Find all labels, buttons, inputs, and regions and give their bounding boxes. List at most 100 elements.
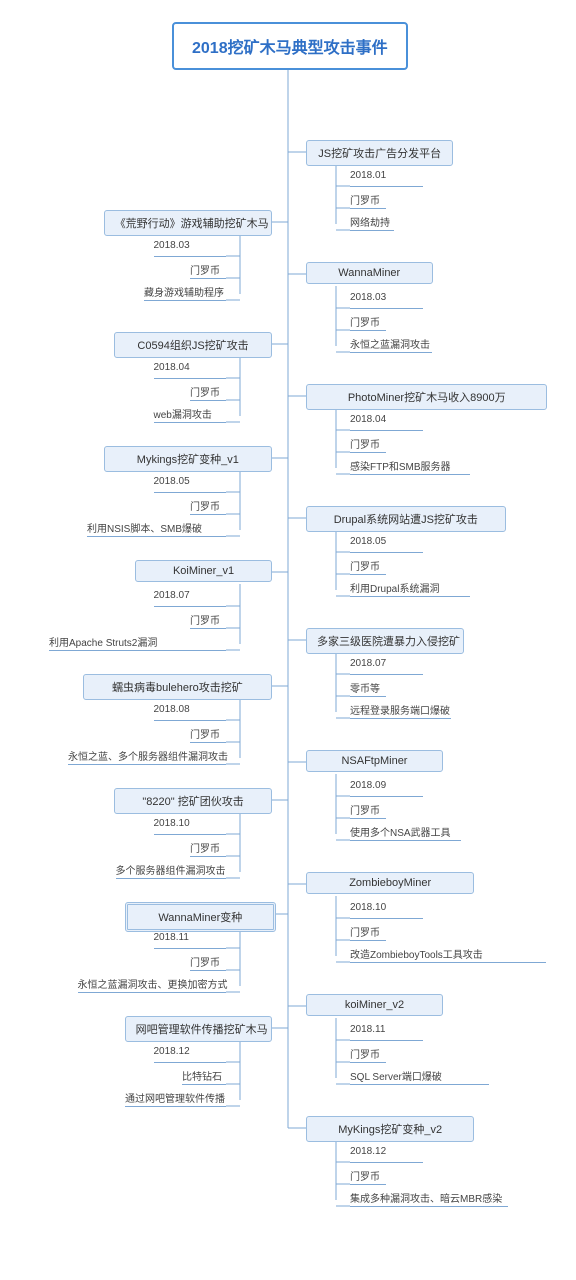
event-detail: 门罗币 <box>350 436 380 451</box>
detail-underline <box>350 1162 423 1163</box>
event-detail: 永恒之蓝漏洞攻击 <box>350 336 430 351</box>
detail-underline <box>350 330 386 331</box>
detail-underline <box>350 718 451 719</box>
detail-underline <box>49 650 226 651</box>
detail-underline <box>78 992 227 993</box>
event-detail: web漏洞攻击 <box>154 406 212 421</box>
event-detail: 2018.09 <box>350 780 386 791</box>
detail-underline <box>190 278 226 279</box>
event-detail: 集成多种漏洞攻击、暗云MBR感染 <box>350 1190 502 1205</box>
detail-underline <box>350 1040 423 1041</box>
event-detail: 门罗币 <box>350 192 380 207</box>
event-node: 多家三级医院遭暴力入侵挖矿 <box>306 628 464 654</box>
event-node: "8220" 挖矿团伙攻击 <box>114 788 272 814</box>
event-detail: 2018.04 <box>154 362 190 373</box>
detail-underline <box>350 696 386 697</box>
detail-underline <box>116 878 227 879</box>
detail-underline <box>190 514 226 515</box>
event-detail: 2018.10 <box>350 902 386 913</box>
detail-underline <box>154 422 227 423</box>
event-detail: 门罗币 <box>350 314 380 329</box>
event-detail: 永恒之蓝漏洞攻击、更换加密方式 <box>78 976 228 991</box>
detail-underline <box>350 352 432 353</box>
event-detail: 永恒之蓝、多个服务器组件漏洞攻击 <box>68 748 228 763</box>
detail-underline <box>190 970 226 971</box>
event-node: Mykings挖矿变种_v1 <box>104 446 272 472</box>
event-detail: 2018.11 <box>350 1024 385 1035</box>
event-detail: 2018.07 <box>350 658 386 669</box>
event-detail: 2018.03 <box>154 240 190 251</box>
event-detail: SQL Server端口爆破 <box>350 1068 442 1083</box>
event-detail: 2018.08 <box>154 704 190 715</box>
detail-underline <box>350 596 470 597</box>
event-detail: 门罗币 <box>190 612 220 627</box>
event-node: KoiMiner_v1 <box>135 560 272 582</box>
event-detail: 门罗币 <box>190 840 220 855</box>
detail-underline <box>154 948 227 949</box>
event-detail: 2018.12 <box>350 1146 386 1157</box>
detail-underline <box>350 308 423 309</box>
event-node: PhotoMiner挖矿木马收入8900万 <box>306 384 547 410</box>
detail-underline <box>154 492 227 493</box>
detail-underline <box>154 378 227 379</box>
detail-underline <box>350 230 394 231</box>
detail-underline <box>350 918 423 919</box>
detail-underline <box>350 674 423 675</box>
event-node: JS挖矿攻击广告分发平台 <box>306 140 453 166</box>
detail-underline <box>190 856 226 857</box>
event-detail: 2018.04 <box>350 414 386 425</box>
detail-underline <box>350 474 470 475</box>
detail-underline <box>350 940 386 941</box>
event-detail: 远程登录服务端口爆破 <box>350 702 450 717</box>
event-node: koiMiner_v2 <box>306 994 443 1016</box>
event-node: WannaMiner变种 <box>125 902 276 932</box>
event-detail: 2018.10 <box>154 818 190 829</box>
event-detail: 2018.03 <box>350 292 386 303</box>
detail-underline <box>350 962 546 963</box>
event-detail: 使用多个NSA武器工具 <box>350 824 451 839</box>
detail-underline <box>154 606 227 607</box>
event-node: 网吧管理软件传播挖矿木马 <box>125 1016 272 1042</box>
event-detail: 门罗币 <box>350 924 380 939</box>
detail-underline <box>350 818 386 819</box>
detail-underline <box>350 452 386 453</box>
event-detail: 门罗币 <box>190 384 220 399</box>
event-detail: 利用Drupal系统漏洞 <box>350 580 439 595</box>
event-detail: 利用NSIS脚本、SMB爆破 <box>87 520 202 535</box>
event-detail: 2018.01 <box>350 170 386 181</box>
event-detail: 零币等 <box>350 680 380 695</box>
event-detail: 网络劫持 <box>350 214 390 229</box>
detail-underline <box>350 552 423 553</box>
event-detail: 藏身游戏辅助程序 <box>144 284 224 299</box>
detail-underline <box>350 574 386 575</box>
detail-underline <box>190 400 226 401</box>
event-node: MyKings挖矿变种_v2 <box>306 1116 474 1142</box>
event-detail: 比特钻石 <box>182 1068 222 1083</box>
event-detail: 2018.05 <box>154 476 190 487</box>
detail-underline <box>350 1206 508 1207</box>
event-node: 《荒野行动》游戏辅助挖矿木马 <box>104 210 272 236</box>
detail-underline <box>350 840 461 841</box>
event-node: ZombieboyMiner <box>306 872 474 894</box>
root-title: 2018挖矿木马典型攻击事件 <box>172 22 408 70</box>
detail-underline <box>350 1084 489 1085</box>
event-detail: 门罗币 <box>190 954 220 969</box>
event-detail: 利用Apache Struts2漏洞 <box>49 634 157 649</box>
detail-underline <box>154 720 227 721</box>
event-node: Drupal系统网站遭JS挖矿攻击 <box>306 506 506 532</box>
detail-underline <box>350 1184 386 1185</box>
event-node: C0594组织JS挖矿攻击 <box>114 332 272 358</box>
detail-underline <box>154 834 227 835</box>
event-detail: 2018.12 <box>154 1046 190 1057</box>
event-detail: 门罗币 <box>190 498 220 513</box>
event-detail: 多个服务器组件漏洞攻击 <box>116 862 226 877</box>
event-detail: 2018.05 <box>350 536 386 547</box>
detail-underline <box>350 1062 386 1063</box>
event-detail: 门罗币 <box>190 262 220 277</box>
event-detail: 2018.11 <box>154 932 189 943</box>
event-detail: 门罗币 <box>190 726 220 741</box>
event-detail: 改造ZombieboyTools工具攻击 <box>350 946 483 961</box>
detail-underline <box>350 208 386 209</box>
event-detail: 感染FTP和SMB服务器 <box>350 458 451 473</box>
detail-underline <box>350 430 423 431</box>
